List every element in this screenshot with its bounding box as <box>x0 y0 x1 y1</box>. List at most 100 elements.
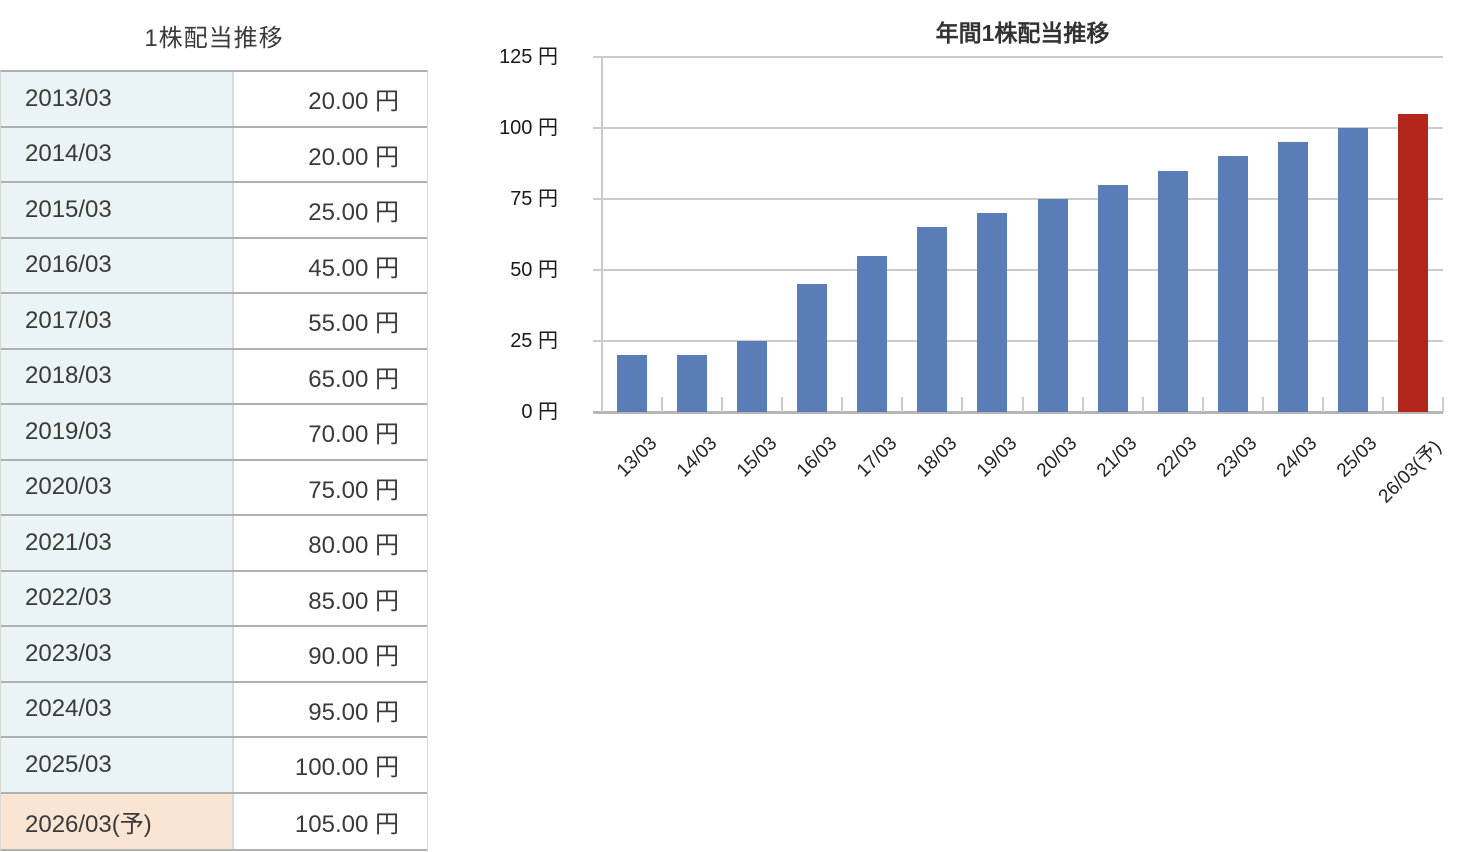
table-row: 2021/03 80.00 円 <box>1 516 427 572</box>
period-cell: 2019/03 <box>1 405 234 459</box>
period-cell: 2024/03 <box>1 682 234 736</box>
table-row: 2019/03 70.00 円 <box>1 405 427 461</box>
bar-26/03(予) <box>1397 113 1428 412</box>
period-cell: 2021/03 <box>1 516 234 570</box>
x-tick-label: 13/03 <box>612 433 661 482</box>
y-tick-label: 0 円 <box>521 401 558 423</box>
x-tick-label: 25/03 <box>1333 433 1382 482</box>
value-cell: 65.00 円 <box>234 349 427 403</box>
dividend-table-body: 2013/03 20.00 円 2014/03 20.00 円 2015/03 25.00… <box>0 70 428 851</box>
category-tick <box>841 397 844 412</box>
table-row: 2013/03 20.00 円 <box>1 72 427 128</box>
gridline <box>593 340 1443 342</box>
gridline <box>593 198 1443 200</box>
value-cell: 85.00 円 <box>234 571 427 625</box>
x-tick-label: 19/03 <box>972 433 1022 482</box>
table-title: 1株配当推移 <box>144 24 284 52</box>
bar-13/03 <box>617 355 648 412</box>
value-cell: 105.00 円 <box>234 793 427 849</box>
bar-23/03 <box>1217 156 1248 412</box>
category-tick <box>1021 397 1024 412</box>
x-axis-labels: 13/03 14/03 15/03 16/03 17/03 18/03 19/03 20/03… <box>602 57 1445 507</box>
category-tick <box>1081 397 1084 412</box>
value-cell: 20.00 円 <box>234 127 427 181</box>
bar-24/03 <box>1277 142 1308 412</box>
x-tick-label: 21/03 <box>1092 433 1142 482</box>
x-tick-label: 16/03 <box>792 433 842 482</box>
x-tick-label: 14/03 <box>672 433 721 482</box>
bar-15/03 <box>737 341 768 412</box>
period-cell: 2026/03(予) <box>1 793 234 849</box>
gridline <box>593 269 1443 271</box>
category-tick <box>1321 397 1324 412</box>
table-row: 2026/03(予) 105.00 円 <box>1 793 427 849</box>
value-cell: 80.00 円 <box>234 516 427 570</box>
period-cell: 2013/03 <box>1 72 234 126</box>
category-tick <box>1201 397 1204 412</box>
dividend-table: 1株配当推移 2013/03 20.00 円 2014/03 20.00 円 2015/… <box>0 0 428 851</box>
y-tick-label: 50 円 <box>510 259 558 281</box>
bar-22/03 <box>1157 170 1188 412</box>
category-tick <box>1381 397 1384 412</box>
table-row: 2016/03 45.00 円 <box>1 238 427 294</box>
value-cell: 20.00 円 <box>234 72 427 126</box>
category-tick <box>901 397 904 412</box>
table-row: 2014/03 20.00 円 <box>1 127 427 183</box>
period-cell: 2016/03 <box>1 238 234 292</box>
bar-18/03 <box>917 227 948 412</box>
y-tick-label: 75 円 <box>510 188 558 210</box>
chart-title: 年間1株配当推移 <box>935 20 1110 46</box>
period-cell: 2022/03 <box>1 571 234 625</box>
value-cell: 75.00 円 <box>234 460 427 514</box>
plot-area <box>593 56 1444 414</box>
dividend-chart: 年間1株配当推移 0 円 25 円 50 円 75 円 100 円 125 円 13/03… <box>499 20 1445 507</box>
bar-16/03 <box>797 284 828 412</box>
period-cell: 2015/03 <box>1 183 234 237</box>
period-cell: 2020/03 <box>1 460 234 514</box>
y-tick-label: 25 円 <box>510 330 558 352</box>
table-row: 2015/03 25.00 円 <box>1 183 427 239</box>
value-cell: 90.00 円 <box>234 627 427 681</box>
table-row: 2023/03 90.00 円 <box>1 627 427 683</box>
period-cell: 2014/03 <box>1 127 234 181</box>
table-row: 2025/03 100.00 円 <box>1 738 427 794</box>
x-tick-label: 20/03 <box>1032 433 1082 482</box>
period-cell: 2023/03 <box>1 627 234 681</box>
category-tick <box>1442 397 1444 412</box>
table-row: 2017/03 55.00 円 <box>1 294 427 350</box>
value-cell: 100.00 円 <box>234 738 427 792</box>
x-tick-label: 26/03(予) <box>1374 436 1446 508</box>
category-tick <box>721 397 724 412</box>
x-tick-label: 22/03 <box>1153 433 1202 482</box>
x-tick-label: 18/03 <box>912 433 962 482</box>
category-tick <box>1261 397 1264 412</box>
y-tick-label: 100 円 <box>499 117 558 139</box>
gridline <box>593 127 1443 129</box>
category-tick <box>781 397 784 412</box>
baseline <box>593 411 1443 414</box>
x-tick-label: 23/03 <box>1213 433 1262 482</box>
table-row: 2022/03 85.00 円 <box>1 571 427 627</box>
x-tick-label: 17/03 <box>852 433 902 482</box>
category-tick <box>661 397 664 412</box>
bar-21/03 <box>1097 184 1128 412</box>
table-row: 2018/03 65.00 円 <box>1 349 427 405</box>
value-cell: 55.00 円 <box>234 294 427 348</box>
bar-25/03 <box>1337 128 1368 412</box>
bar-17/03 <box>857 255 888 412</box>
value-cell: 70.00 円 <box>234 405 427 459</box>
table-row: 2020/03 75.00 円 <box>1 460 427 516</box>
category-tick <box>1141 397 1144 412</box>
x-tick-label: 24/03 <box>1273 433 1322 482</box>
bar-14/03 <box>677 355 708 412</box>
gridline <box>593 56 1443 58</box>
value-cell: 45.00 円 <box>234 238 427 292</box>
value-cell: 95.00 円 <box>234 682 427 736</box>
bar-19/03 <box>977 213 1008 412</box>
bar-20/03 <box>1037 199 1068 412</box>
category-tick <box>961 397 964 412</box>
y-tick-label: 125 円 <box>499 46 558 68</box>
x-tick-label: 15/03 <box>732 433 782 482</box>
period-cell: 2017/03 <box>1 294 234 348</box>
